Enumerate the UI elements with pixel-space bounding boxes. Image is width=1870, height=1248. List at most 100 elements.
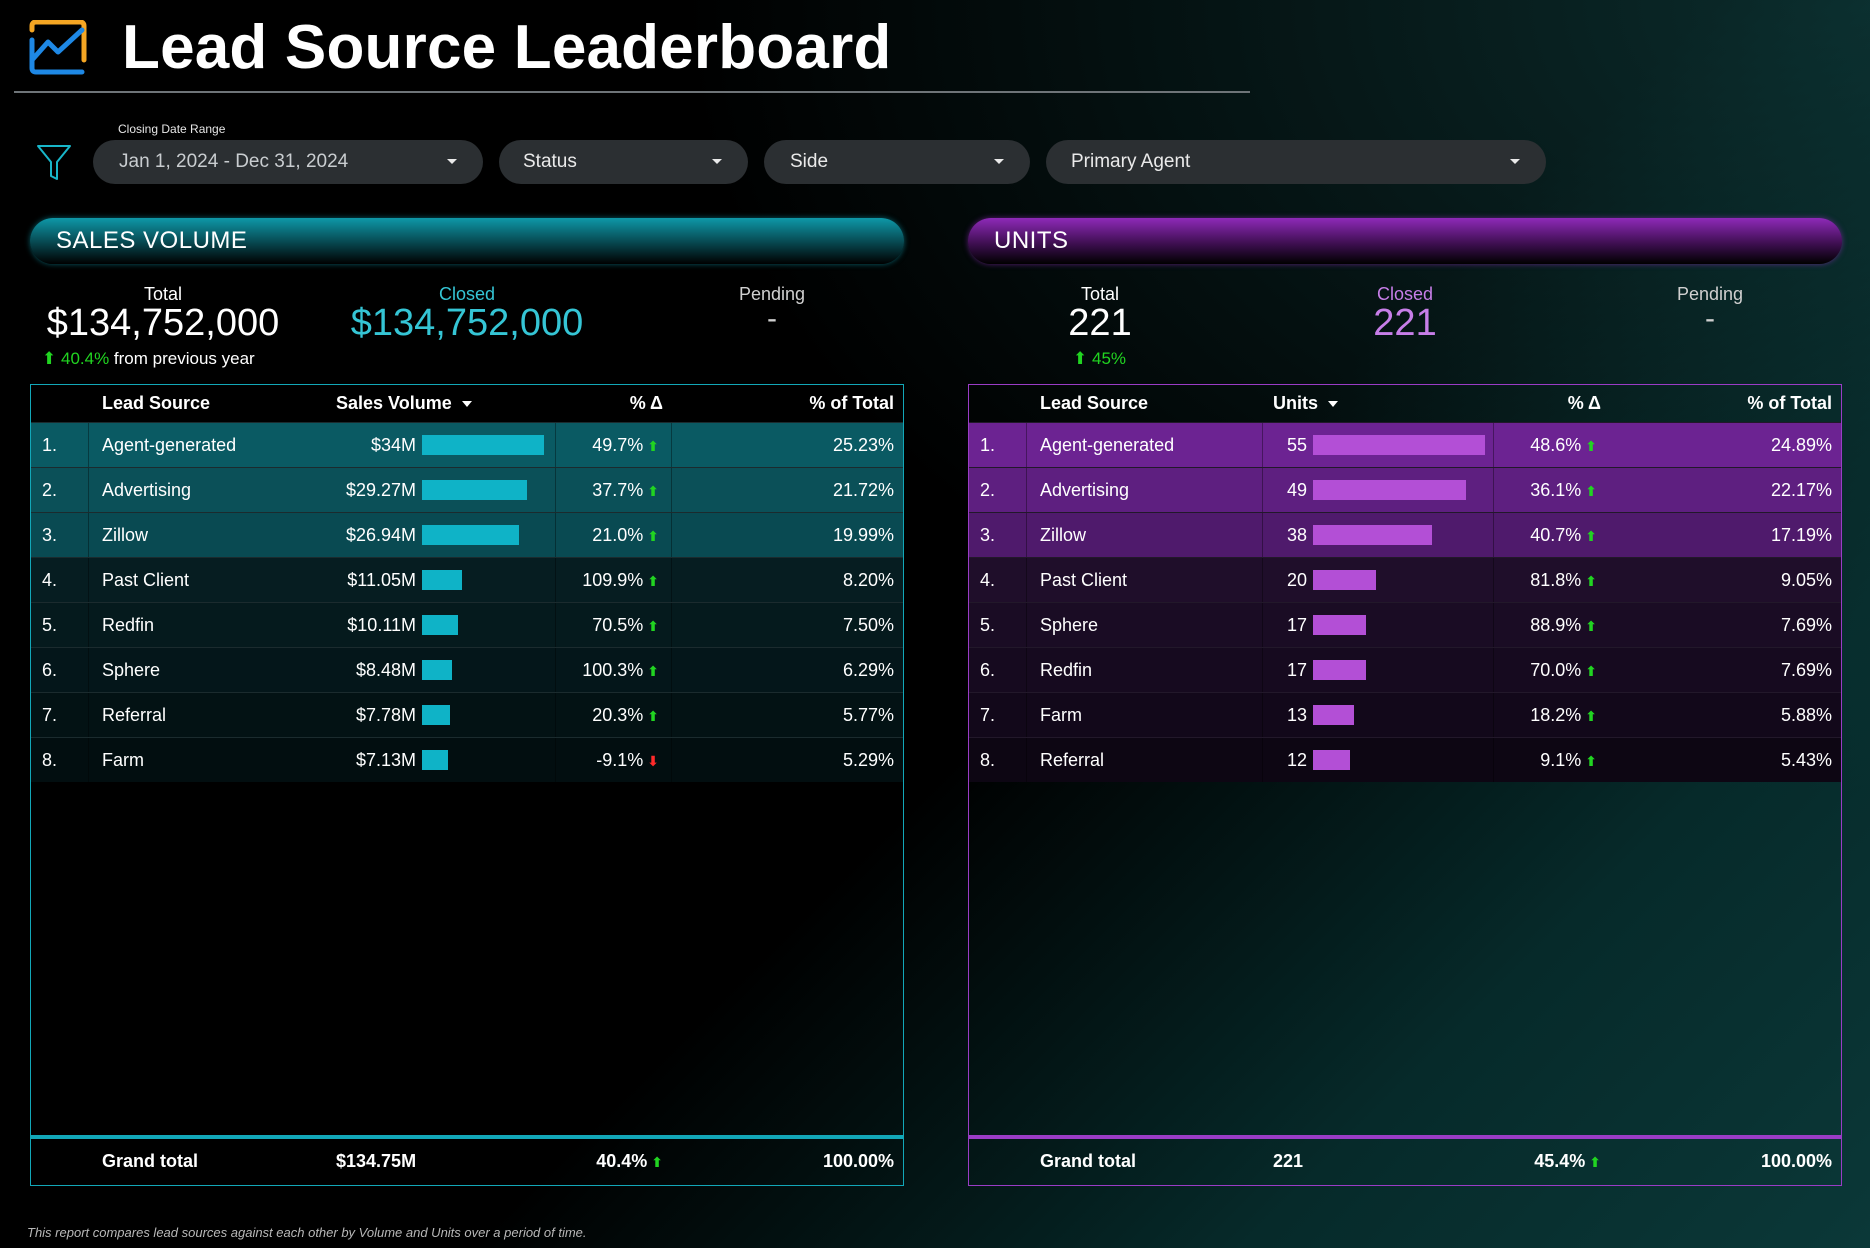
row-bar: [422, 660, 452, 680]
row-share: 6.29%: [842, 660, 894, 680]
table-row[interactable]: 4. Past Client 20 81.8% ⬆ 9.05%: [969, 557, 1841, 602]
column-divider: [1262, 603, 1263, 647]
table-row[interactable]: 2. Advertising 49 36.1% ⬆ 22.17%: [969, 467, 1841, 512]
table-row[interactable]: 1. Agent-generated 55 48.6% ⬆ 24.89%: [969, 422, 1841, 467]
table-row[interactable]: 8. Farm $7.13M -9.1% ⬇ 5.29%: [31, 737, 903, 782]
up-arrow-icon: ⬆: [647, 528, 659, 544]
table-row[interactable]: 8. Referral 12 9.1% ⬆ 5.43%: [969, 737, 1841, 782]
column-header-share[interactable]: % of Total: [1747, 393, 1832, 413]
side-dropdown[interactable]: Side: [764, 140, 1030, 184]
row-metric-value: 55: [1286, 435, 1307, 455]
column-header-lead-source[interactable]: Lead Source: [102, 393, 211, 413]
table-row[interactable]: 7. Referral $7.78M 20.3% ⬆ 5.77%: [31, 692, 903, 737]
table-row[interactable]: 2. Advertising $29.27M 37.7% ⬆ 21.72%: [31, 467, 903, 512]
column-divider: [1493, 423, 1494, 467]
row-lead-source: Redfin: [1040, 660, 1093, 680]
up-arrow-icon: ⬆: [1585, 753, 1597, 769]
column-divider: [555, 468, 556, 512]
table-row[interactable]: 7. Farm 13 18.2% ⬆ 5.88%: [969, 692, 1841, 737]
row-change: 40.7% ⬆: [1530, 525, 1597, 546]
table-row[interactable]: 6. Sphere $8.48M 100.3% ⬆ 6.29%: [31, 647, 903, 692]
grand-total-change-value: 40.4%: [596, 1151, 648, 1171]
row-rank: 1.: [42, 435, 58, 455]
row-lead-source: Past Client: [1040, 570, 1128, 590]
row-change: 20.3% ⬆: [592, 705, 659, 726]
column-header-change[interactable]: % Δ: [1567, 393, 1601, 413]
column-divider: [1026, 648, 1027, 692]
grand-total-share: 100.00%: [822, 1151, 894, 1171]
row-change-value: 48.6%: [1530, 435, 1582, 455]
grand-total-label: Grand total: [1040, 1151, 1137, 1171]
grand-total-value: 221: [1273, 1151, 1304, 1171]
table-row[interactable]: 4. Past Client $11.05M 109.9% ⬆ 8.20%: [31, 557, 903, 602]
row-change-value: 36.1%: [1530, 480, 1582, 500]
row-share: 25.23%: [832, 435, 894, 455]
column-header-sales-volume[interactable]: Sales Volume: [336, 393, 472, 414]
column-divider: [555, 423, 556, 467]
row-metric-value: 49: [1286, 480, 1307, 500]
column-divider: [1262, 513, 1263, 557]
primary-agent-dropdown[interactable]: Primary Agent: [1046, 140, 1546, 184]
row-rank: 7.: [980, 705, 996, 725]
row-change: 109.9% ⬆: [582, 570, 659, 591]
table-row[interactable]: 5. Redfin $10.11M 70.5% ⬆ 7.50%: [31, 602, 903, 647]
up-arrow-icon: ⬆: [647, 618, 659, 634]
column-divider: [1026, 603, 1027, 647]
row-change-value: 81.8%: [1530, 570, 1582, 590]
row-lead-source: Farm: [102, 750, 144, 770]
row-rank: 5.: [42, 615, 58, 635]
column-divider: [671, 558, 672, 602]
column-divider: [555, 738, 556, 782]
column-divider: [555, 513, 556, 557]
column-header-units[interactable]: Units: [1273, 393, 1338, 414]
column-divider: [88, 693, 89, 737]
column-header-label: Sales Volume: [336, 393, 452, 413]
row-bar: [1313, 615, 1366, 635]
table-row[interactable]: 1. Agent-generated $34M 49.7% ⬆ 25.23%: [31, 422, 903, 467]
row-rank: 6.: [980, 660, 996, 680]
grand-total-row: Grand total 221 45.4% ⬆ 100.00%: [969, 1135, 1841, 1185]
column-divider: [88, 468, 89, 512]
sales-change-row: ⬆ 40.4% from previous year: [42, 349, 255, 369]
sales-change-value: 40.4%: [60, 349, 110, 368]
column-header-lead-source[interactable]: Lead Source: [1040, 393, 1149, 413]
row-change-value: 88.9%: [1530, 615, 1582, 635]
row-metric-value: $29.27M: [345, 480, 416, 500]
row-metric-value: $7.78M: [355, 705, 416, 725]
table-header: Lead Source Sales Volume % Δ % of Total: [31, 385, 903, 422]
table-row[interactable]: 3. Zillow $26.94M 21.0% ⬆ 19.99%: [31, 512, 903, 557]
row-lead-source: Sphere: [1040, 615, 1099, 635]
date-range-dropdown[interactable]: Jan 1, 2024 - Dec 31, 2024: [93, 140, 483, 184]
row-lead-source: Agent-generated: [1040, 435, 1175, 455]
row-rank: 4.: [980, 570, 996, 590]
date-range-caption: Closing Date Range: [118, 122, 226, 136]
row-change: 88.9% ⬆: [1530, 615, 1597, 636]
grand-total-value: $134.75M: [336, 1151, 417, 1171]
grand-total-row: Grand total $134.75M 40.4% ⬆ 100.00%: [31, 1135, 903, 1185]
table-row[interactable]: 6. Redfin 17 70.0% ⬆ 7.69%: [969, 647, 1841, 692]
column-divider: [1493, 468, 1494, 512]
row-rank: 3.: [42, 525, 58, 545]
column-header-change[interactable]: % Δ: [629, 393, 663, 413]
table-row[interactable]: 5. Sphere 17 88.9% ⬆ 7.69%: [969, 602, 1841, 647]
row-change: 100.3% ⬆: [582, 660, 659, 681]
row-bar: [1313, 480, 1466, 500]
side-label: Side: [790, 151, 829, 172]
row-change: 70.0% ⬆: [1530, 660, 1597, 681]
column-header-share[interactable]: % of Total: [809, 393, 894, 413]
row-lead-source: Past Client: [102, 570, 190, 590]
row-rank: 7.: [42, 705, 58, 725]
status-dropdown[interactable]: Status: [499, 140, 748, 184]
row-lead-source: Farm: [1040, 705, 1082, 725]
row-change-value: 40.7%: [1530, 525, 1582, 545]
column-divider: [88, 558, 89, 602]
column-divider: [1262, 558, 1263, 602]
up-arrow-icon: ⬆: [42, 349, 57, 368]
filter-icon[interactable]: [36, 143, 72, 183]
table-row[interactable]: 3. Zillow 38 40.7% ⬆ 17.19%: [969, 512, 1841, 557]
up-arrow-icon: ⬆: [1585, 663, 1597, 679]
row-lead-source: Redfin: [102, 615, 155, 635]
chevron-down-icon: [447, 159, 457, 164]
column-divider: [88, 738, 89, 782]
row-share: 5.77%: [842, 705, 894, 725]
